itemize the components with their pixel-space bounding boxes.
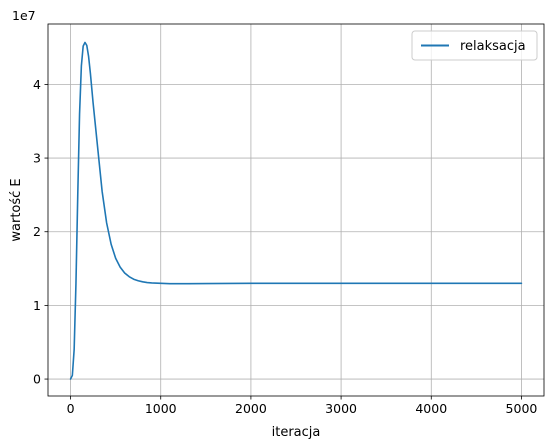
y-offset-label: 1e7 bbox=[12, 8, 36, 23]
legend: relaksacja bbox=[412, 31, 537, 60]
y-tick-label: 3 bbox=[33, 151, 41, 166]
y-tick-label: 2 bbox=[33, 224, 41, 239]
legend-label: relaksacja bbox=[460, 39, 526, 54]
x-tick-label: 5000 bbox=[506, 401, 538, 416]
x-tick-label: 4000 bbox=[415, 401, 447, 416]
x-tick-label: 1000 bbox=[145, 401, 177, 416]
x-tick-label: 2000 bbox=[235, 401, 267, 416]
x-tick-label: 0 bbox=[67, 401, 75, 416]
x-tick-label: 3000 bbox=[325, 401, 357, 416]
x-axis-label: iteracja bbox=[272, 425, 321, 440]
y-axis-label: wartość E bbox=[9, 178, 24, 241]
y-tick-label: 4 bbox=[33, 77, 41, 92]
plot-area bbox=[48, 24, 544, 396]
y-tick-label: 0 bbox=[33, 372, 41, 387]
y-tick-label: 1 bbox=[33, 298, 41, 313]
